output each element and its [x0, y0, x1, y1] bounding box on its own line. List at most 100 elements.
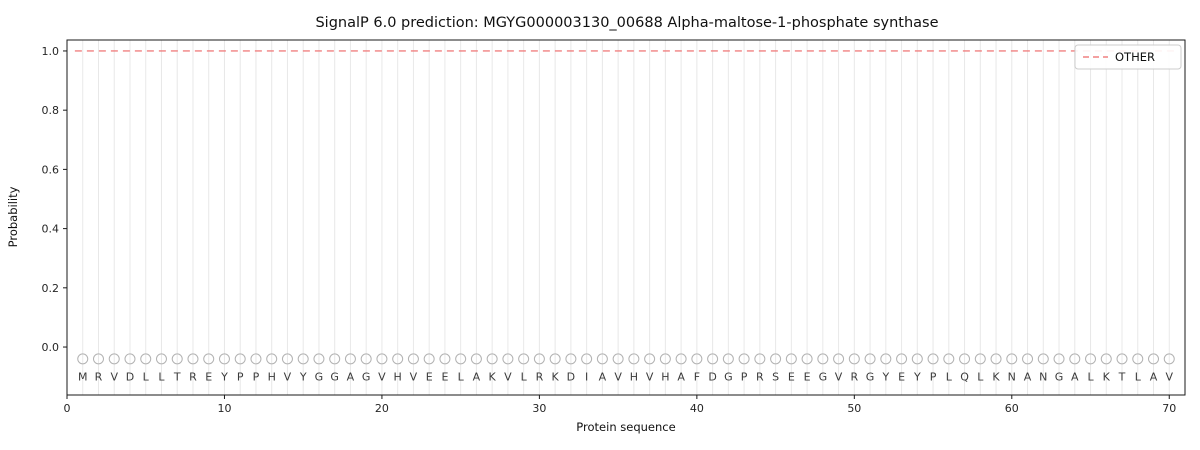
residue-marker [470, 353, 482, 365]
residue-marker [738, 353, 750, 365]
sequence-letter: R [189, 371, 197, 384]
residue-marker [518, 353, 530, 365]
residue-marker [770, 353, 782, 365]
sequence-letter: L [521, 371, 528, 384]
sequence-letter: E [441, 371, 448, 384]
sequence-letter: Q [960, 371, 969, 384]
residue-marker [1053, 353, 1065, 365]
sequence-letter: T [173, 371, 181, 384]
residue-marker [801, 353, 813, 365]
sequence-letter: Y [913, 371, 921, 384]
sequence-letter: E [898, 371, 905, 384]
residue-marker [250, 353, 262, 365]
y-tick-label: 0.0 [42, 341, 60, 354]
residue-marker [218, 353, 230, 365]
residue-marker [817, 353, 829, 365]
residue-marker [722, 353, 734, 365]
sequence-letter: V [284, 371, 292, 384]
sequence-letter: V [110, 371, 118, 384]
sequence-letter: K [489, 371, 497, 384]
residue-marker [203, 353, 215, 365]
residue-marker [1037, 353, 1049, 365]
sequence-letter: D [567, 371, 575, 384]
sequence-letter: V [378, 371, 386, 384]
sequence-letter: A [599, 371, 607, 384]
residue-marker [486, 353, 498, 365]
residue-marker [896, 353, 908, 365]
residue-marker [92, 353, 104, 365]
residue-marker [644, 353, 656, 365]
sequence-letter: E [205, 371, 212, 384]
residue-marker [549, 353, 561, 365]
residue-marker [439, 353, 451, 365]
sequence-letter: V [646, 371, 654, 384]
x-tick-label: 50 [847, 402, 861, 415]
sequence-letter: H [661, 371, 669, 384]
y-axis-label: Probability [6, 186, 20, 247]
residue-marker [864, 353, 876, 365]
x-tick-label: 0 [64, 402, 71, 415]
residue-marker [187, 353, 199, 365]
sequence-letter: L [158, 371, 165, 384]
residue-marker [1148, 353, 1160, 365]
sequence-letter: D [708, 371, 716, 384]
sequence-letter: A [1071, 371, 1079, 384]
residue-marker [281, 353, 293, 365]
x-tick-label: 10 [217, 402, 231, 415]
sequence-letter: G [362, 371, 371, 384]
residue-marker [754, 353, 766, 365]
sequence-letter: P [237, 371, 244, 384]
residue-marker [785, 353, 797, 365]
residue-marker [833, 353, 845, 365]
sequence-letter: L [946, 371, 953, 384]
sequence-letter: L [1087, 371, 1094, 384]
chart-title: SignalP 6.0 prediction: MGYG000003130_00… [315, 15, 938, 31]
legend-label: OTHER [1115, 50, 1155, 64]
residue-marker [1116, 353, 1128, 365]
residue-marker [911, 353, 923, 365]
y-tick-label: 0.6 [42, 163, 60, 176]
sequence-letter: K [992, 371, 1000, 384]
residue-marker [675, 353, 687, 365]
sequence-letter: A [1024, 371, 1032, 384]
sequence-letter: T [1118, 371, 1126, 384]
residue-marker [344, 353, 356, 365]
sequence-letter: L [1135, 371, 1142, 384]
residue-marker [423, 353, 435, 365]
residue-marker [108, 353, 120, 365]
sequence-letter: A [473, 371, 481, 384]
sequence-letter: G [724, 371, 733, 384]
sequence-letter: V [504, 371, 512, 384]
residue-marker [171, 353, 183, 365]
residue-marker [848, 353, 860, 365]
residue-marker [1132, 353, 1144, 365]
residue-marker [455, 353, 467, 365]
sequence-letter: D [126, 371, 134, 384]
residue-marker [565, 353, 577, 365]
sequence-letter: V [614, 371, 622, 384]
x-tick-label: 40 [690, 402, 704, 415]
residue-marker [880, 353, 892, 365]
sequence-letter: P [253, 371, 260, 384]
sequence-letter: V [410, 371, 418, 384]
residue-marker [376, 353, 388, 365]
sequence-letter: K [552, 371, 560, 384]
residue-marker [612, 353, 624, 365]
x-tick-label: 60 [1005, 402, 1019, 415]
sequence-letter: G [866, 371, 875, 384]
residue-marker [1085, 353, 1097, 365]
sequence-letter: H [394, 371, 402, 384]
sequence-letter: Y [220, 371, 228, 384]
sequence-letter: R [95, 371, 103, 384]
residue-marker [502, 353, 514, 365]
residue-marker [124, 353, 136, 365]
residue-marker [959, 353, 971, 365]
sequence-letter: E [426, 371, 433, 384]
residue-marker [313, 353, 325, 365]
sequence-letter: P [741, 371, 748, 384]
sequence-letter: N [1039, 371, 1047, 384]
sequence-letter: Y [881, 371, 889, 384]
sequence-letter: E [804, 371, 811, 384]
residue-marker [1163, 353, 1175, 365]
